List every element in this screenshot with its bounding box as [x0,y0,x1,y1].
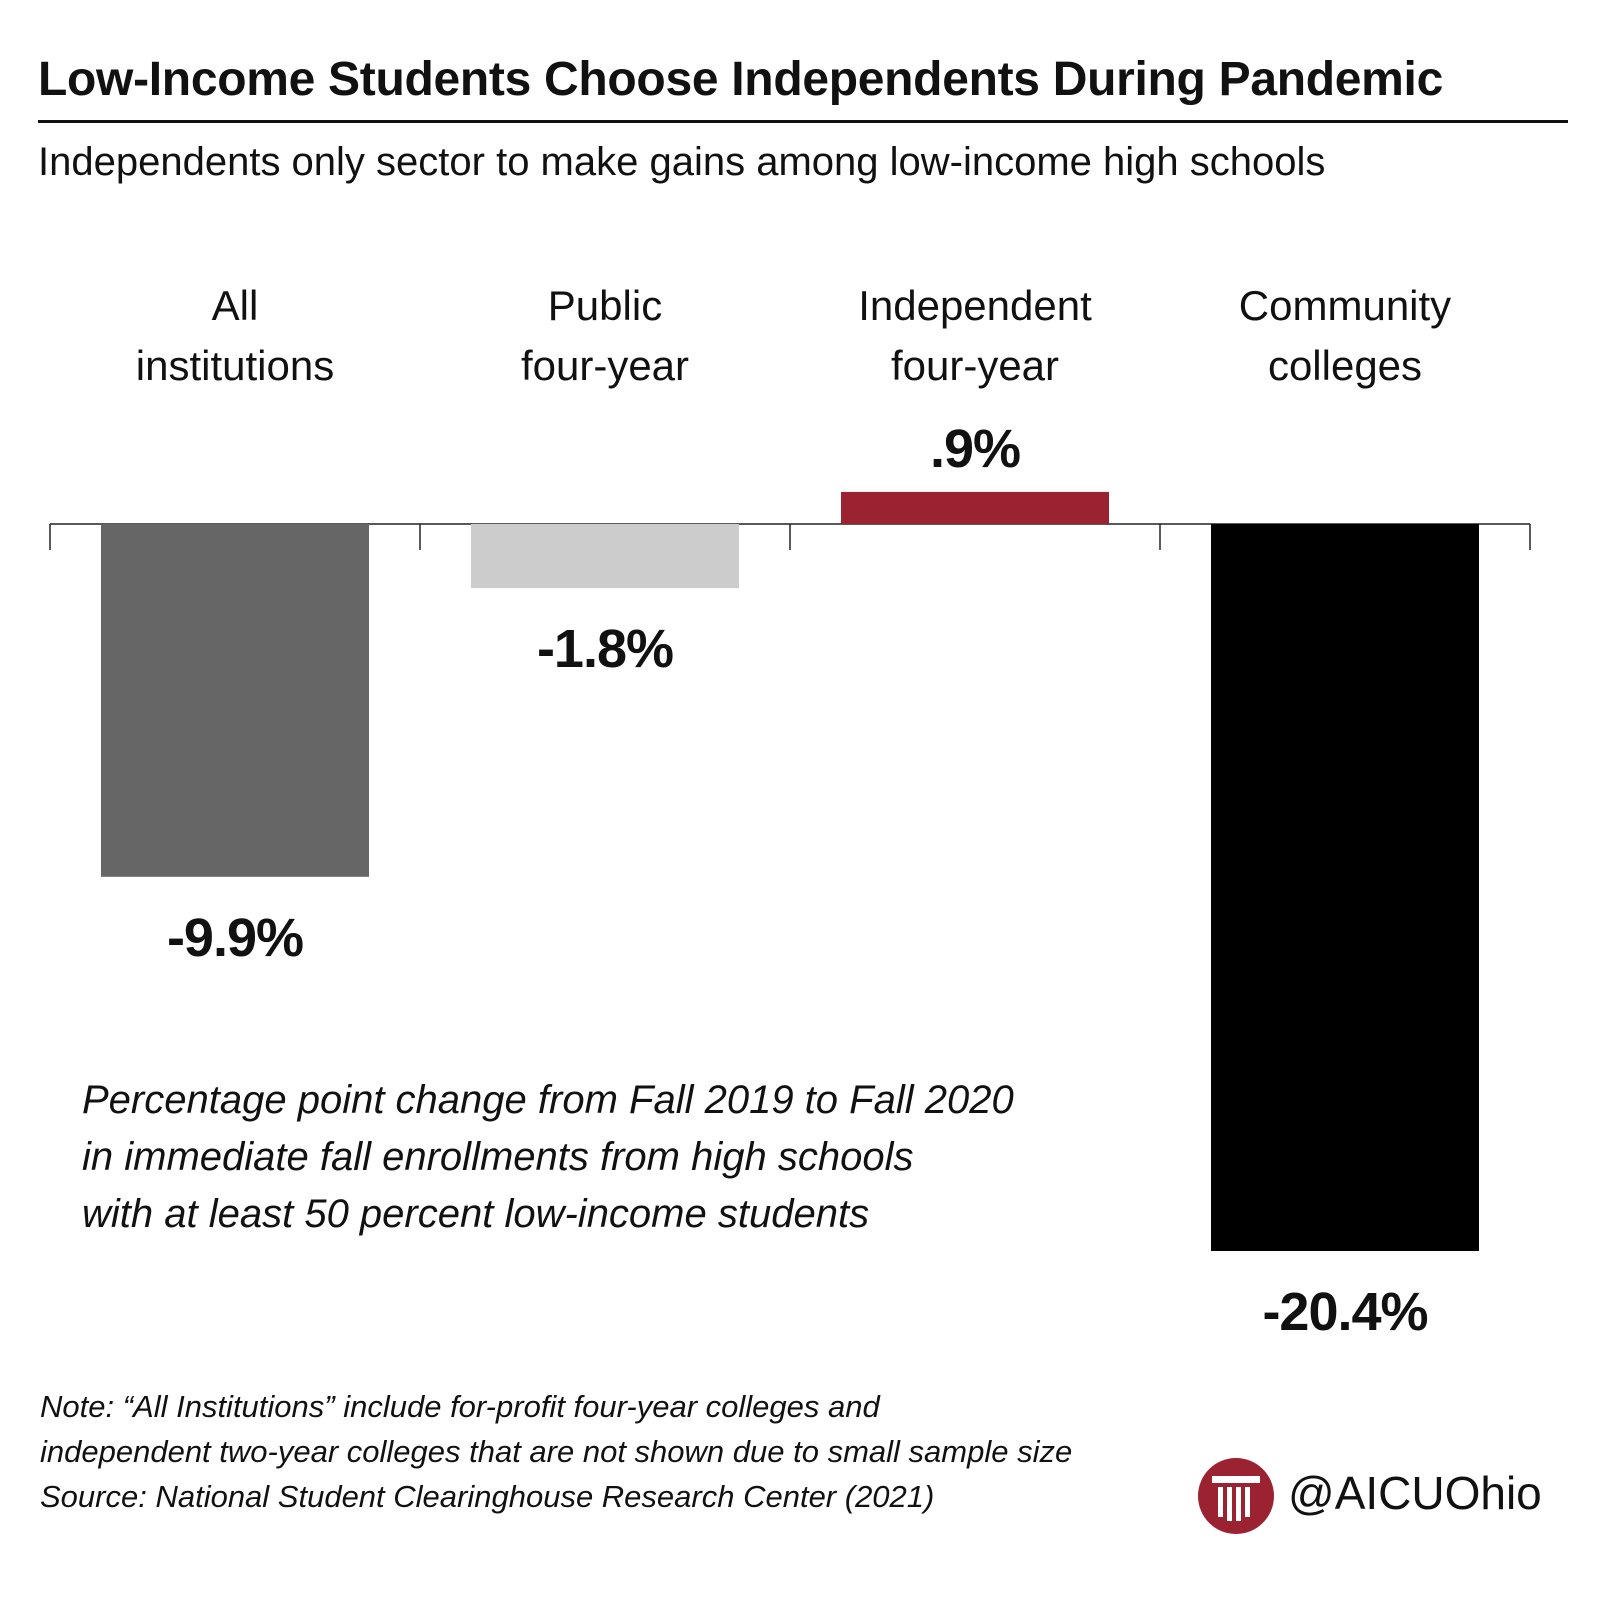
bar [841,491,1109,524]
category-label: Community colleges [1238,282,1452,389]
value-label: -1.8% [536,619,674,680]
annotation-line: Percentage point change from Fall 2019 t… [82,1078,1014,1122]
value-label: -9.9% [166,907,304,968]
brand: @AICUOhio [1196,1452,1576,1542]
annotation-line: in immediate fall enrollments from high … [82,1135,914,1179]
bar [1211,524,1479,1251]
category-label: Independent four-year [858,282,1092,389]
column-logo-icon [1198,1458,1274,1534]
source-line: Source: National Student Clearinghouse R… [40,1479,935,1514]
chart-title: Low-Income Students Choose Independents … [38,53,1443,106]
annotation-line: with at least 50 percent low-income stud… [82,1192,870,1236]
category-label: All institutions [135,282,335,389]
bar [471,524,739,589]
note-line: Note: “All Institutions” include for-pro… [40,1389,880,1424]
bar [101,524,369,877]
chart-subtitle: Independents only sector to make gains a… [38,140,1326,184]
chart-annotation: Percentage point change from Fall 2019 t… [82,1072,1082,1243]
category-label: Public four-year [520,282,690,389]
value-label: -20.4% [1262,1282,1428,1342]
value-label: .9% [929,418,1021,479]
title-divider [38,120,1568,123]
note-line: independent two-year colleges that are n… [40,1434,1073,1469]
source-note: Note: “All Institutions” include for-pro… [40,1384,1160,1519]
brand-handle[interactable]: @AICUOhio [1288,1467,1542,1519]
